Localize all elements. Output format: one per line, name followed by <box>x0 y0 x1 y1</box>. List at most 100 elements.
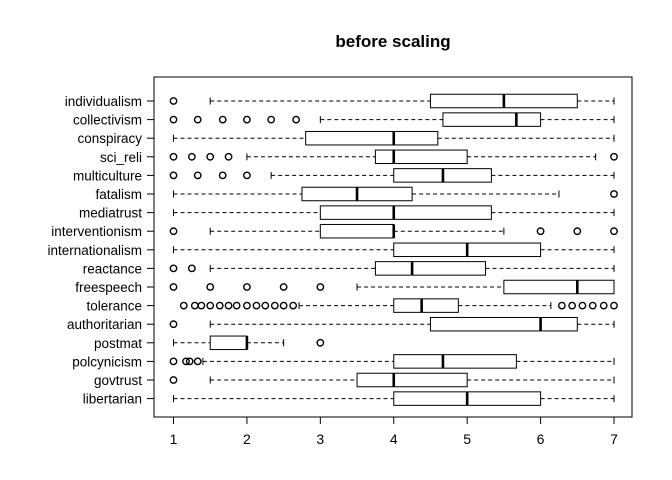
y-tick-label: polcynicism <box>72 354 142 369</box>
outlier-point <box>169 357 178 366</box>
box-iqr <box>429 316 578 332</box>
outlier-point <box>578 301 587 310</box>
outlier-point <box>243 115 251 124</box>
x-tick-label: 6 <box>537 431 545 447</box>
x-tick-label: 5 <box>463 431 471 447</box>
x-axis: 1 2 3 4 5 6 7 <box>170 416 618 447</box>
y-tick-label: fatalism <box>95 187 142 202</box>
outlier-point <box>169 152 178 161</box>
box-iqr <box>374 149 468 165</box>
outlier-point <box>224 152 233 161</box>
y-tick-label: sci_reli <box>100 150 142 165</box>
outlier-point <box>169 264 178 273</box>
box-freespeech <box>169 279 615 295</box>
outlier-point <box>316 283 325 291</box>
box-libertarian <box>173 391 615 406</box>
y-tick-label: mediatrust <box>79 206 142 221</box>
outlier-point <box>169 376 178 384</box>
outlier-point <box>190 301 199 310</box>
outlier-point <box>206 301 215 310</box>
box-interventionism <box>169 223 618 239</box>
box-iqr <box>356 372 468 388</box>
y-axis: individualism collectivism conspiracy sci_r… <box>47 94 154 407</box>
y-tick-label: interventionism <box>51 224 142 239</box>
outlier-point <box>270 301 279 310</box>
x-tick-label: 7 <box>610 431 618 447</box>
outlier-point <box>610 152 618 161</box>
y-tick-label: freespeech <box>75 280 142 295</box>
outlier-point <box>232 301 241 310</box>
box-multiculture <box>169 168 615 183</box>
outlier-point <box>206 283 215 291</box>
outlier-point <box>215 301 224 310</box>
box-reactance <box>169 261 615 276</box>
outlier-point <box>169 115 178 124</box>
box-conspiracy <box>173 130 615 146</box>
outlier-point <box>599 301 608 310</box>
outlier-point <box>206 152 215 161</box>
outlier-point <box>193 115 202 124</box>
outlier-point <box>316 338 325 347</box>
y-tick-label: tolerance <box>86 299 142 314</box>
box-iqr <box>374 261 487 276</box>
outlier-point <box>193 171 202 180</box>
y-tick-label: individualism <box>65 94 142 109</box>
outlier-point <box>179 301 188 310</box>
plot-frame <box>153 76 633 418</box>
outlier-point <box>182 357 190 366</box>
y-tick-label: postmat <box>94 336 142 351</box>
box-iqr <box>319 205 492 220</box>
outlier-point <box>292 115 301 124</box>
outlier-point <box>289 301 298 310</box>
box-iqr <box>442 112 542 127</box>
outlier-point <box>169 171 178 180</box>
box-iqr <box>393 354 517 369</box>
box-iqr <box>319 223 395 239</box>
outlier-point <box>218 171 227 180</box>
outlier-point <box>169 320 178 329</box>
outlier-point <box>218 115 227 124</box>
y-tick-label: multiculture <box>73 168 142 183</box>
y-tick-label: internationalism <box>47 243 142 258</box>
outlier-point <box>610 227 618 236</box>
outlier-point <box>261 301 270 310</box>
box-mediatrust <box>173 205 615 220</box>
x-tick-label: 2 <box>243 431 251 447</box>
y-tick-label: conspiracy <box>77 131 142 146</box>
box-individualism <box>169 93 615 109</box>
box-polcynicism <box>169 354 615 369</box>
outlier-point <box>610 301 618 310</box>
outlier-point <box>610 190 618 198</box>
box-govtrust <box>169 372 615 388</box>
outlier-point <box>588 301 597 310</box>
outlier-point <box>243 171 251 180</box>
box-iqr <box>209 335 248 351</box>
outlier-point <box>169 97 178 105</box>
box-sci_reli <box>169 149 618 165</box>
outlier-point <box>187 152 196 161</box>
outlier-point <box>252 301 261 310</box>
outlier-point <box>243 301 251 310</box>
box-postmat <box>173 335 325 351</box>
box-iqr <box>393 298 459 313</box>
box-iqr <box>503 279 615 295</box>
outlier-point <box>267 115 276 124</box>
box-authoritarian <box>169 316 615 332</box>
boxes-layer <box>169 93 618 406</box>
y-tick-label: govtrust <box>94 373 142 388</box>
outlier-point <box>243 283 251 291</box>
outlier-point <box>557 301 566 310</box>
y-tick-label: collectivism <box>73 113 142 128</box>
y-tick-label: libertarian <box>83 392 142 407</box>
outlier-point <box>169 227 178 236</box>
box-collectivism <box>169 112 615 127</box>
outlier-point <box>185 357 194 366</box>
x-tick-label: 4 <box>390 431 398 447</box>
box-fatalism <box>173 186 618 202</box>
outlier-point <box>187 264 196 273</box>
box-iqr <box>305 130 439 146</box>
outlier-point <box>193 357 202 366</box>
outlier-point <box>224 301 233 310</box>
box-tolerance <box>179 298 618 313</box>
